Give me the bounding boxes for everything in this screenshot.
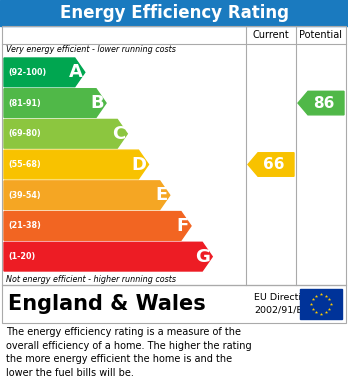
Text: Current: Current: [253, 30, 290, 40]
Text: F: F: [177, 217, 189, 235]
Text: 86: 86: [313, 95, 335, 111]
Polygon shape: [4, 89, 106, 117]
Text: Energy Efficiency Rating: Energy Efficiency Rating: [60, 4, 288, 22]
Polygon shape: [4, 119, 127, 148]
Polygon shape: [4, 58, 85, 87]
Text: E: E: [156, 186, 168, 204]
Text: Not energy efficient - higher running costs: Not energy efficient - higher running co…: [6, 275, 176, 284]
Bar: [2, 26, 346, 285]
Text: (21-38): (21-38): [8, 221, 41, 230]
Polygon shape: [248, 153, 294, 176]
Polygon shape: [4, 212, 191, 240]
Text: (69-80): (69-80): [8, 129, 41, 138]
Polygon shape: [4, 150, 149, 179]
Text: G: G: [195, 248, 210, 265]
Text: England & Wales: England & Wales: [8, 294, 206, 314]
Polygon shape: [4, 242, 212, 271]
Polygon shape: [4, 181, 170, 210]
Text: A: A: [69, 63, 83, 81]
Text: (81-91): (81-91): [8, 99, 41, 108]
Bar: [300, 289, 342, 319]
Text: The energy efficiency rating is a measure of the
overall efficiency of a home. T: The energy efficiency rating is a measur…: [6, 327, 252, 378]
Text: B: B: [90, 94, 104, 112]
Text: C: C: [112, 125, 125, 143]
Text: D: D: [132, 156, 147, 174]
Text: (1-20): (1-20): [8, 252, 35, 261]
Text: 66: 66: [263, 157, 285, 172]
Text: EU Directive
2002/91/EC: EU Directive 2002/91/EC: [254, 293, 313, 315]
Bar: [0, 0, 348, 26]
Polygon shape: [298, 91, 344, 115]
Bar: [2, 285, 346, 323]
Text: Potential: Potential: [300, 30, 342, 40]
Text: (55-68): (55-68): [8, 160, 41, 169]
Text: Very energy efficient - lower running costs: Very energy efficient - lower running co…: [6, 45, 176, 54]
Text: (39-54): (39-54): [8, 191, 41, 200]
Text: (92-100): (92-100): [8, 68, 46, 77]
